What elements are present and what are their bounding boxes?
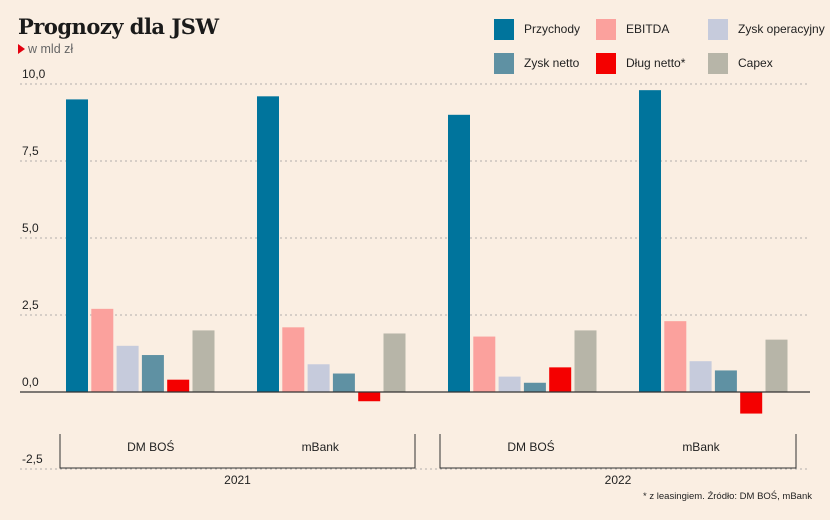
legend-item: Capex — [708, 52, 824, 74]
legend-swatch — [708, 52, 728, 74]
bar — [473, 336, 496, 392]
y-tick-label: 2,5 — [22, 298, 39, 312]
bar — [765, 339, 788, 392]
y-tick-label: 5,0 — [22, 221, 39, 235]
group-bracket — [59, 434, 416, 469]
legend-label: EBITDA — [626, 22, 670, 36]
legend-swatch — [596, 18, 616, 40]
legend-item: Przychody — [494, 18, 596, 40]
category-label: mBank — [682, 440, 720, 454]
category-label: mBank — [302, 440, 340, 454]
legend-label: Zysk operacyjny — [738, 22, 825, 36]
chart-subtitle: w mld zł — [18, 42, 73, 56]
year-label: 2022 — [605, 473, 632, 487]
legend-item: EBITDA — [596, 18, 708, 40]
legend-item: Zysk operacyjny — [708, 18, 825, 40]
bar — [383, 333, 406, 392]
bar — [91, 308, 114, 392]
year-label: 2021 — [224, 473, 251, 487]
bar — [66, 99, 88, 393]
y-tick-label: 7,5 — [22, 144, 39, 158]
legend-swatch — [596, 52, 616, 74]
bar — [332, 373, 355, 392]
legend-swatch — [494, 18, 514, 40]
legend-swatch — [494, 52, 514, 74]
bar — [523, 382, 546, 392]
bar — [282, 327, 305, 392]
bar — [358, 392, 381, 402]
bar — [639, 90, 661, 392]
bar — [192, 330, 215, 392]
bar — [689, 361, 712, 392]
bar — [167, 379, 190, 392]
source-footnote: * z leasingiem. Źródło: DM BOŚ, mBank — [643, 491, 812, 502]
bar — [257, 96, 279, 392]
legend-label: Dług netto* — [626, 56, 686, 70]
legend-swatch — [708, 18, 728, 40]
bar — [549, 367, 572, 392]
bar — [307, 364, 330, 392]
bar — [141, 355, 164, 392]
play-triangle-icon — [18, 44, 25, 54]
y-tick-label: 10,0 — [22, 67, 46, 81]
legend-item: Dług netto* — [596, 52, 708, 74]
bar — [740, 392, 763, 414]
y-tick-label: 0,0 — [22, 375, 39, 389]
legend-label: Capex — [738, 56, 773, 70]
bar — [664, 321, 687, 392]
bar — [714, 370, 737, 392]
bar — [116, 345, 139, 392]
legend-label: Przychody — [524, 22, 581, 36]
category-label: DM BOŚ — [507, 439, 554, 454]
legend-label: Zysk netto — [524, 56, 580, 70]
unit-label: w mld zł — [28, 42, 74, 56]
chart-title: Prognozy dla JSW — [18, 14, 219, 39]
bar — [448, 114, 470, 393]
category-label: DM BOŚ — [127, 439, 174, 454]
chart-legend: Przychody EBITDA Zysk operacyjny Zysk netto… — [494, 18, 825, 74]
y-tick-label: -2,5 — [22, 452, 43, 466]
bar — [574, 330, 597, 392]
group-bracket — [439, 434, 797, 469]
bar — [498, 376, 521, 392]
legend-item: Zysk netto — [494, 52, 596, 74]
